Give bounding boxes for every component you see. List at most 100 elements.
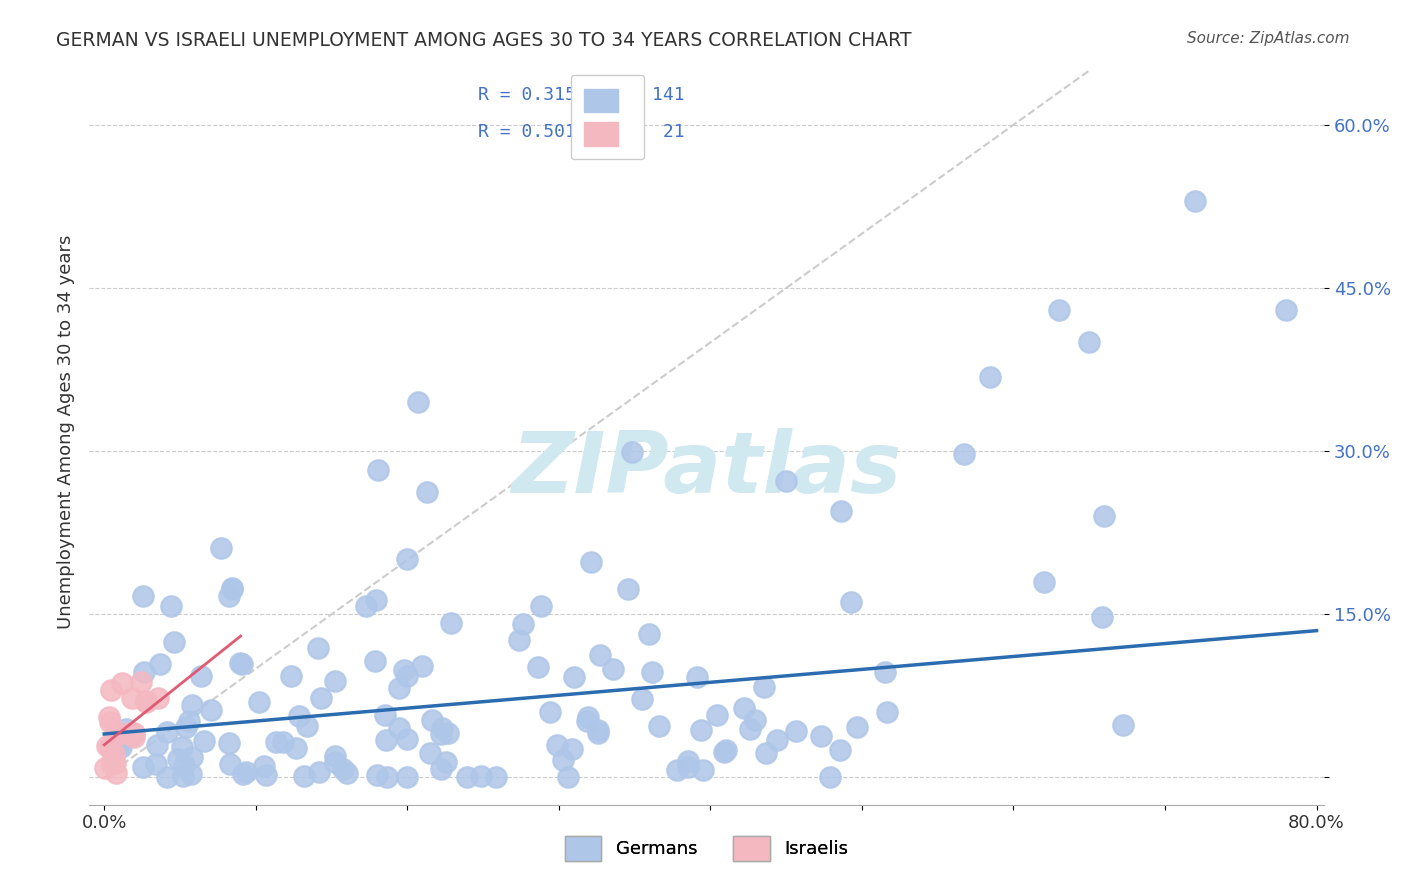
Germans <box>323 674 346 689</box>
Israelis <box>117 726 139 740</box>
Germans <box>485 770 508 784</box>
Germans <box>388 681 411 695</box>
Germans <box>1078 335 1101 350</box>
Germans <box>617 582 640 597</box>
Germans <box>336 766 359 780</box>
Germans <box>419 746 441 760</box>
Germans <box>180 749 202 764</box>
Germans <box>209 541 232 556</box>
Germans <box>396 669 419 683</box>
Germans <box>430 763 453 777</box>
Germans <box>1275 302 1298 317</box>
Israelis <box>122 726 145 740</box>
Germans <box>253 758 276 772</box>
Germans <box>754 680 776 694</box>
Germans <box>576 709 599 723</box>
Germans <box>621 444 644 458</box>
Germans <box>512 616 534 631</box>
Germans <box>172 769 194 783</box>
Germans <box>470 770 492 784</box>
Germans <box>132 589 155 603</box>
Germans <box>755 746 778 760</box>
Germans <box>200 703 222 717</box>
Germans <box>146 738 169 752</box>
Israelis <box>122 730 145 744</box>
Germans <box>395 552 418 566</box>
Germans <box>1032 574 1054 589</box>
Germans <box>665 764 688 778</box>
Germans <box>180 767 202 781</box>
Germans <box>430 721 453 735</box>
Germans <box>648 719 671 733</box>
Israelis <box>135 695 157 709</box>
Germans <box>713 745 735 759</box>
Israelis <box>104 730 127 744</box>
Germans <box>415 485 437 500</box>
Germans <box>979 370 1001 384</box>
Y-axis label: Unemployment Among Ages 30 to 34 years: Unemployment Among Ages 30 to 34 years <box>58 235 75 630</box>
Germans <box>588 726 610 740</box>
Germans <box>456 770 478 784</box>
Israelis <box>93 761 115 775</box>
Germans <box>180 698 202 712</box>
Germans <box>388 721 411 735</box>
Germans <box>366 592 388 607</box>
Germans <box>323 755 346 769</box>
Germans <box>221 581 243 595</box>
Germans <box>170 740 193 755</box>
Israelis <box>105 765 128 780</box>
Germans <box>437 726 460 740</box>
Germans <box>588 723 610 737</box>
Germans <box>538 705 561 719</box>
Germans <box>235 765 257 780</box>
Germans <box>232 767 254 781</box>
Germans <box>132 665 155 679</box>
Legend: Germans, Israelis: Germans, Israelis <box>557 827 858 871</box>
Israelis <box>135 694 157 708</box>
Germans <box>115 722 138 736</box>
Israelis <box>131 674 153 689</box>
Germans <box>271 734 294 748</box>
Germans <box>676 760 699 774</box>
Germans <box>434 755 457 769</box>
Germans <box>218 589 240 603</box>
Germans <box>839 595 862 609</box>
Germans <box>685 670 707 684</box>
Germans <box>307 641 329 656</box>
Israelis <box>103 747 125 761</box>
Text: GERMAN VS ISRAELI UNEMPLOYMENT AMONG AGES 30 TO 34 YEARS CORRELATION CHART: GERMAN VS ISRAELI UNEMPLOYMENT AMONG AGE… <box>56 31 911 50</box>
Germans <box>190 669 212 683</box>
Germans <box>818 770 841 784</box>
Germans <box>551 753 574 767</box>
Germans <box>589 648 612 663</box>
Germans <box>876 705 898 719</box>
Germans <box>576 714 599 729</box>
Germans <box>297 719 319 733</box>
Germans <box>309 691 332 706</box>
Germans <box>846 720 869 734</box>
Germans <box>364 653 387 667</box>
Germans <box>785 724 807 739</box>
Germans <box>508 633 530 648</box>
Germans <box>374 708 396 723</box>
Germans <box>280 669 302 683</box>
Germans <box>873 665 896 679</box>
Germans <box>744 713 766 727</box>
Germans <box>167 752 190 766</box>
Germans <box>714 742 737 756</box>
Germans <box>706 707 728 722</box>
Israelis <box>111 675 134 690</box>
Germans <box>193 734 215 748</box>
Germans <box>292 769 315 783</box>
Germans <box>354 599 377 614</box>
Germans <box>602 662 624 676</box>
Germans <box>231 657 253 672</box>
Germans <box>366 768 388 782</box>
Germans <box>420 713 443 727</box>
Germans <box>266 735 288 749</box>
Text: ZIPatlas: ZIPatlas <box>512 428 901 511</box>
Germans <box>1094 509 1116 524</box>
Germans <box>733 701 755 715</box>
Israelis <box>146 691 169 706</box>
Germans <box>830 504 852 518</box>
